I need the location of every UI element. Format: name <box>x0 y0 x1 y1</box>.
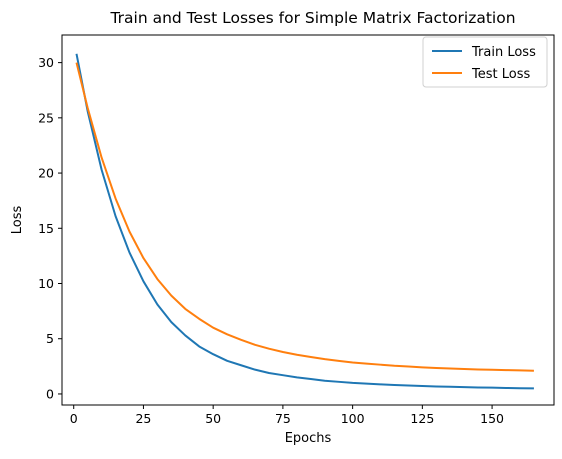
y-tick-label: 10 <box>38 276 54 291</box>
y-tick-label: 0 <box>46 386 54 401</box>
series-line-test-loss <box>75 62 534 372</box>
x-tick-label: 50 <box>205 411 221 426</box>
y-tick-label: 15 <box>38 221 54 236</box>
x-axis-label: Epochs <box>285 431 332 446</box>
x-tick-label: 25 <box>135 411 151 426</box>
y-tick-label: 25 <box>38 110 54 125</box>
legend: Train Loss Test Loss <box>422 36 548 88</box>
y-tick-label: 5 <box>46 331 54 346</box>
y-axis-label: Loss <box>10 206 25 235</box>
y-tick-label: 30 <box>38 55 54 70</box>
x-tick-label: 75 <box>275 411 291 426</box>
series-line-train-loss <box>75 53 534 390</box>
legend-box <box>422 36 548 88</box>
y-tick-label: 20 <box>38 166 54 181</box>
x-tick-label: 125 <box>410 411 434 426</box>
legend-train-loss-label: Train Loss <box>471 45 536 60</box>
legend-test-loss-label: Test Loss <box>471 67 530 82</box>
x-tick-label: 150 <box>480 411 504 426</box>
chart-title: Train and Test Losses for Simple Matrix … <box>109 9 515 27</box>
x-tick-label: 100 <box>341 411 365 426</box>
x-tick-label: 0 <box>70 411 78 426</box>
plot-frame <box>61 34 555 406</box>
